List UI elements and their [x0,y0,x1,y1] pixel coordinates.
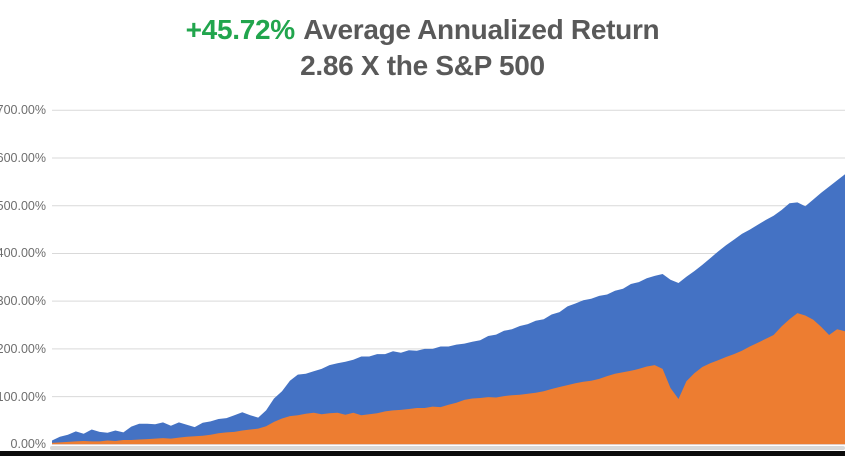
return-percentage-highlight: +45.72% [185,14,296,45]
bottom-border-bar [0,451,845,456]
y-axis-tick-label: 0.00% [10,437,46,452]
title-line1-text: Average Annualized Return [303,14,660,45]
y-axis-tick-label: 300.00% [0,294,46,309]
y-axis-tick-label: 200.00% [0,341,46,356]
title-line-1: +45.72% Average Annualized Return [0,12,845,48]
y-axis-tick-label: 700.00% [0,103,46,118]
y-axis-tick-label: 100.00% [0,389,46,404]
x-axis-band [50,446,845,450]
y-axis-tick-label: 400.00% [0,246,46,261]
chart-title: +45.72% Average Annualized Return 2.86 X… [0,12,845,84]
area-orange-series [52,313,845,445]
y-axis-tick-label: 500.00% [0,198,46,213]
y-axis-tick-label: 600.00% [0,151,46,166]
y-axis: 700.00% 600.00% 500.00% 400.00% 300.00% 200.0… [0,0,60,456]
title-line-2: 2.86 X the S&P 500 [300,50,545,81]
